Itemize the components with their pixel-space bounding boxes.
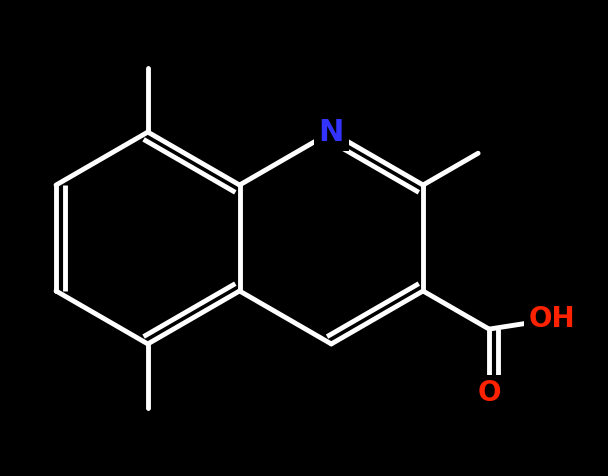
Text: N: N	[319, 118, 344, 147]
Text: O: O	[477, 379, 501, 407]
Text: OH: OH	[528, 305, 575, 333]
